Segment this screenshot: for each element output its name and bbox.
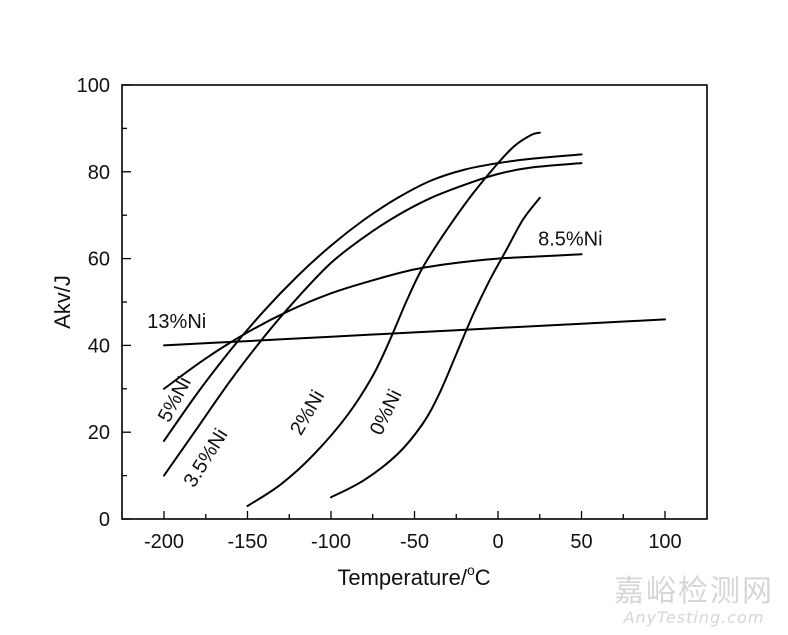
curve-label: 2%Ni [286, 387, 329, 439]
curve-label: 0%Ni [366, 386, 407, 439]
curve-5-ni [163, 153, 583, 442]
x-tick-label: -50 [400, 531, 429, 553]
curve-2-ni [246, 131, 541, 507]
curve-3-5-ni [163, 162, 583, 477]
x-axis-title: Temperature/oC [337, 562, 490, 590]
data-curves [163, 131, 666, 507]
y-tick-label: 0 [99, 509, 110, 531]
y-tick-label: 100 [77, 75, 110, 97]
watermark-chinese: 嘉峪检测网 [614, 574, 774, 609]
x-tick-label: -150 [227, 531, 267, 553]
curve-0-ni [330, 196, 541, 499]
y-tick-label: 80 [88, 162, 110, 184]
y-tick-label: 20 [88, 422, 110, 444]
curve-label: 3.5%Ni [180, 425, 233, 491]
y-axis-ticks: 0 20 40 60 80 100 [77, 75, 131, 531]
curve-label: 8.5%Ni [538, 229, 602, 251]
x-tick-label: 50 [570, 531, 592, 553]
y-tick-label: 60 [88, 249, 110, 271]
curve-labels: 13%Ni 8.5%Ni 5%Ni3.5%Ni 2%Ni 0%Ni [147, 229, 602, 492]
y-axis-title: Akv/J [50, 275, 75, 329]
curve-label: 13%Ni [147, 311, 206, 333]
x-tick-label: 0 [492, 531, 503, 553]
curve-label: 5%Ni [154, 373, 196, 426]
x-tick-label: 100 [648, 531, 681, 553]
curve-13-ni [163, 318, 666, 347]
x-axis-ticks: -200 -150 -100 -50 0 50 100 [144, 511, 682, 553]
curve-8-5-ni [163, 253, 583, 390]
x-tick-label: -100 [311, 531, 351, 553]
x-tick-label: -200 [144, 531, 184, 553]
watermark-english: AnyTesting.com [623, 608, 765, 627]
watermark: 嘉峪检测网 AnyTesting.com [614, 574, 774, 628]
y-tick-label: 40 [88, 335, 110, 357]
